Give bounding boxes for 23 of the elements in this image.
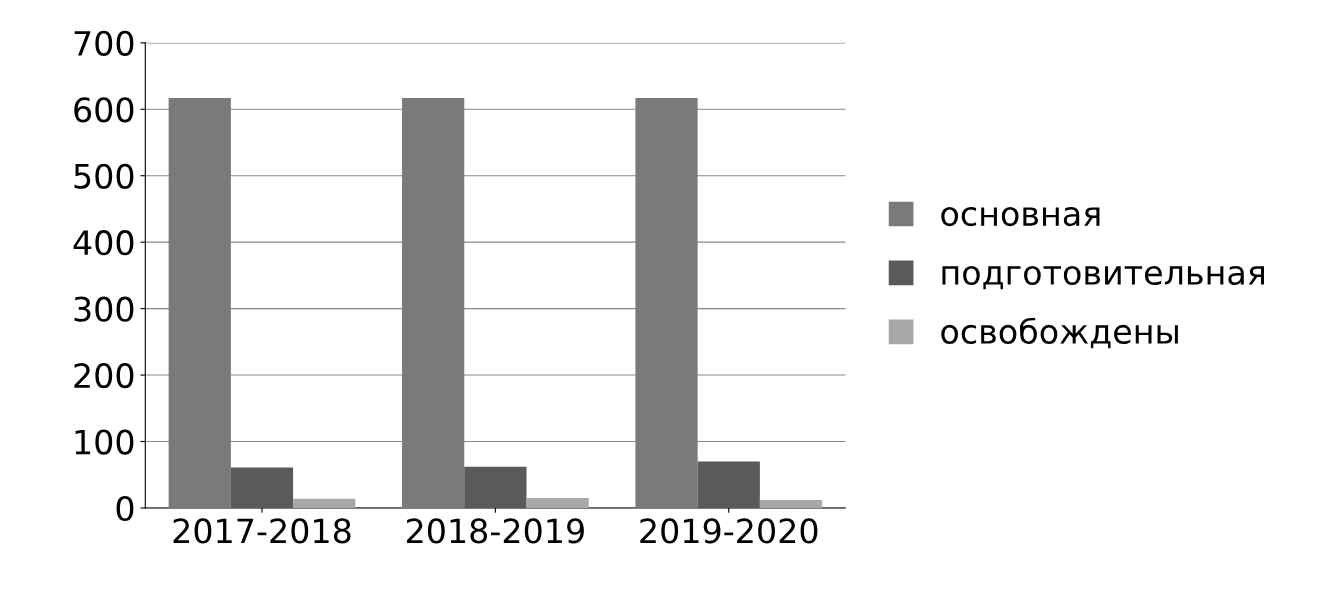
- x-tick-label: 2019-2020: [640, 518, 818, 544]
- bar: [402, 97, 465, 508]
- y-tick-label: 300: [74, 296, 134, 322]
- y-tick-label: 400: [73, 230, 134, 256]
- legend-label: подготовительная: [942, 265, 1265, 290]
- y-tick-label: 500: [74, 163, 134, 189]
- x-tick-label: 2018-2019: [406, 518, 584, 544]
- bar: [635, 97, 698, 508]
- bar: [526, 497, 589, 508]
- bar: [230, 467, 294, 508]
- bar: [464, 466, 527, 508]
- y-tick-label: 600: [74, 97, 134, 123]
- y-tick-label: 700: [74, 30, 134, 56]
- y-tick-label: 200: [74, 362, 134, 389]
- bar: [759, 499, 823, 508]
- bar: [697, 461, 760, 508]
- legend-label: основная: [941, 207, 1100, 227]
- legend-label: освобождены: [941, 317, 1178, 349]
- bar: [293, 498, 356, 508]
- y-tick-label: 0: [116, 495, 134, 522]
- x-tick-label: 2017-2018: [173, 518, 351, 544]
- y-tick-label: 100: [75, 429, 134, 455]
- bar: [168, 97, 231, 508]
